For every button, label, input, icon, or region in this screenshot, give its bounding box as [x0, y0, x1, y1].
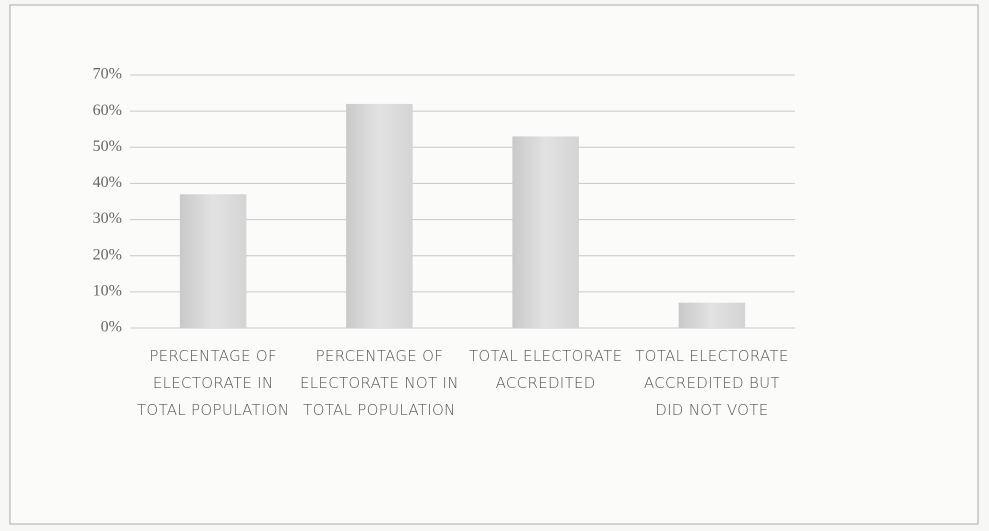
bar: [346, 103, 413, 329]
chart-border: [9, 4, 979, 525]
y-tick-label: 30%: [93, 210, 122, 227]
y-tick-label: 40%: [93, 174, 122, 191]
y-tick-label: 70%: [93, 66, 122, 83]
y-tick-label: 0%: [101, 319, 122, 336]
y-tick-label: 20%: [93, 246, 122, 263]
bar: [512, 136, 579, 328]
y-tick-label: 50%: [93, 138, 122, 155]
x-tick-label: TOTAL ELECTORATE ACCREDITED BUT DID NOT …: [635, 347, 789, 419]
x-tick-label: PERCENTAGE OF ELECTORATE NOT IN TOTAL PO…: [299, 347, 459, 419]
x-tick-label: PERCENTAGE OF ELECTORATE IN TOTAL POPULA…: [136, 347, 290, 419]
x-tick-label: TOTAL ELECTORATE ACCREDITED: [468, 347, 623, 392]
bar: [678, 302, 746, 328]
y-tick-label: 10%: [93, 283, 122, 300]
y-tick-label: 60%: [93, 102, 122, 119]
bar: [179, 194, 247, 328]
